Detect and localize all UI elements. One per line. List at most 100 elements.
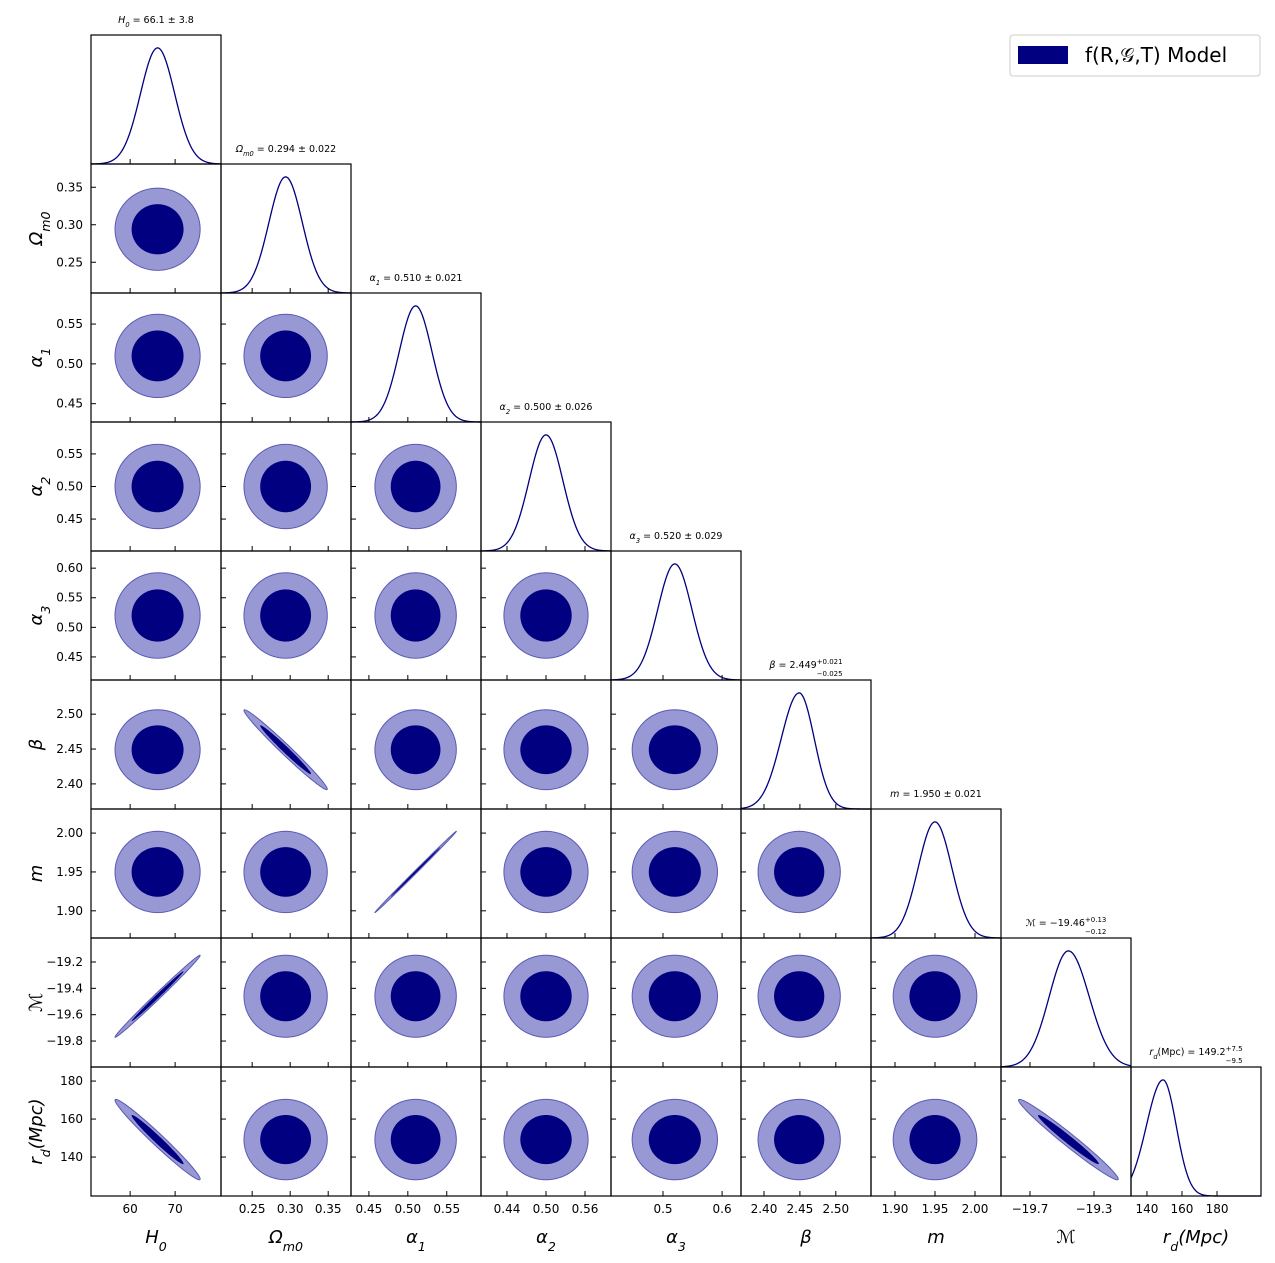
contour-68 (260, 460, 312, 513)
panel-title: α2 = 0.500 ± 0.026 (500, 402, 593, 416)
label-part: H (145, 1227, 159, 1248)
contour-68 (131, 971, 184, 1022)
label-part: = 0.510 ± 0.021 (380, 273, 462, 284)
contour-68 (260, 725, 312, 775)
panel-title: α3 = 0.520 ± 0.029 (630, 531, 723, 545)
x-tick-label: 0.55 (433, 1202, 460, 1216)
contour-68 (520, 847, 572, 897)
y-axis-label: β (26, 739, 47, 752)
label-part: = 2.449 (775, 660, 816, 671)
x-tick-label: 140 (1135, 1202, 1158, 1216)
label-part: 3 (636, 537, 640, 545)
contour-68 (774, 847, 825, 897)
posterior-curve (220, 176, 351, 294)
label-part: α (406, 1227, 418, 1248)
x-tick-label: 2.00 (962, 1202, 989, 1216)
y-tick-label: 0.45 (56, 650, 83, 664)
posterior-curve (90, 47, 222, 165)
label-part: 3 (38, 606, 53, 614)
label-part: r (1149, 1047, 1154, 1058)
x-tick-label: 160 (1171, 1202, 1194, 1216)
contour-68 (390, 847, 441, 897)
contour-68 (909, 1115, 961, 1165)
contour-68 (131, 589, 184, 642)
title-lower-error: −0.025 (817, 670, 843, 678)
panel-title: rd(Mpc) = 149.2+7.5 (1149, 1045, 1242, 1061)
panel-title: β = 2.449+0.021 (768, 658, 842, 671)
y-tick-label: 0.25 (56, 255, 83, 269)
x-axis-label: β (799, 1227, 812, 1248)
panel-title: ℳ = −19.46+0.13 (1026, 916, 1107, 929)
label-part: Ω (26, 232, 47, 247)
label-part: 1 (418, 1239, 426, 1254)
label-part: m0 (243, 150, 254, 158)
contour-68 (260, 330, 312, 382)
x-tick-label: 2.40 (751, 1202, 778, 1216)
label-part: ℳ (1026, 918, 1036, 929)
y-tick-label: −19.4 (46, 981, 83, 995)
y-axis-label: m (26, 865, 47, 883)
label-part: d (1170, 1239, 1179, 1254)
y-tick-label: 2.45 (56, 742, 83, 756)
x-tick-label: 0.50 (533, 1202, 560, 1216)
contour-68 (390, 1115, 441, 1165)
panel-title: Ωm0 = 0.294 ± 0.022 (235, 144, 336, 158)
contour-68 (390, 460, 441, 513)
y-tick-label: 1.90 (56, 904, 83, 918)
label-part: ℳ (26, 993, 47, 1012)
panel-title: α1 = 0.510 ± 0.021 (370, 273, 463, 287)
contour-68 (131, 725, 184, 775)
label-part: = 1.950 ± 0.021 (899, 789, 981, 800)
posterior-curve (610, 563, 742, 681)
y-axis-label: ℳ (26, 993, 47, 1012)
title-lower-error: −0.12 (1085, 928, 1106, 936)
contour-68 (131, 1115, 184, 1165)
label-part: (Mpc) (26, 1098, 47, 1149)
y-axis-label: α1 (26, 348, 53, 368)
contour-68 (131, 460, 184, 513)
title-upper-error: +0.13 (1085, 916, 1106, 924)
x-tick-label: 0.56 (572, 1202, 599, 1216)
label-part: = −19.46 (1036, 918, 1085, 929)
x-tick-label: 1.90 (882, 1202, 909, 1216)
label-part: = 66.1 ± 3.8 (130, 15, 194, 26)
label-part: α (536, 1227, 548, 1248)
label-part: m (26, 865, 47, 883)
label-part: m0 (283, 1239, 303, 1254)
x-axis-label: H0 (145, 1227, 167, 1254)
label-part: α (26, 355, 47, 367)
label-part: α (26, 613, 47, 625)
label-part: 2 (548, 1239, 556, 1254)
contour-68 (520, 725, 572, 775)
y-tick-label: 0.50 (56, 480, 83, 494)
label-part: = 0.520 ± 0.029 (640, 531, 722, 542)
x-tick-label: 1.95 (922, 1202, 949, 1216)
y-tick-label: 0.60 (56, 561, 83, 575)
label-part: Ω (235, 144, 244, 155)
y-tick-label: 160 (60, 1112, 83, 1126)
x-tick-label: 60 (122, 1202, 137, 1216)
x-axis-label: rd(Mpc) (1163, 1227, 1229, 1254)
y-tick-label: 2.40 (56, 777, 83, 791)
y-tick-label: 0.50 (56, 357, 83, 371)
y-tick-label: 0.55 (56, 591, 83, 605)
y-axis-label: Ωm0 (26, 211, 53, 246)
y-tick-label: −19.8 (46, 1034, 83, 1048)
x-tick-label: 0.25 (239, 1202, 266, 1216)
contour-68 (774, 971, 825, 1022)
y-tick-label: 1.95 (56, 865, 83, 879)
label-part: Ω (268, 1227, 283, 1248)
label-part: 0 (125, 21, 129, 29)
contour-68 (648, 847, 701, 897)
label-part: 1 (38, 348, 53, 356)
y-tick-label: 0.55 (56, 317, 83, 331)
posterior-curve (480, 434, 612, 552)
x-tick-label: 0.35 (315, 1202, 342, 1216)
y-tick-label: 140 (60, 1150, 83, 1164)
contour-68 (131, 330, 184, 382)
label-part: 2 (38, 477, 53, 485)
y-axis-label: α3 (26, 606, 53, 626)
x-tick-label: 2.45 (787, 1202, 814, 1216)
